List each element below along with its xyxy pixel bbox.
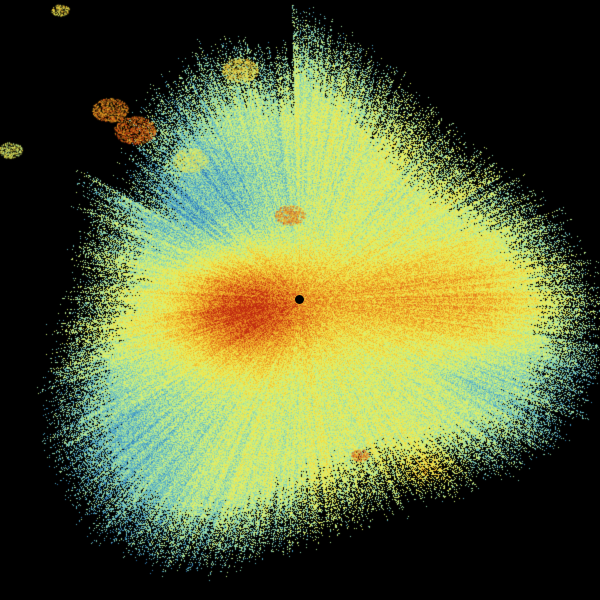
- radar-site-marker: [295, 295, 304, 304]
